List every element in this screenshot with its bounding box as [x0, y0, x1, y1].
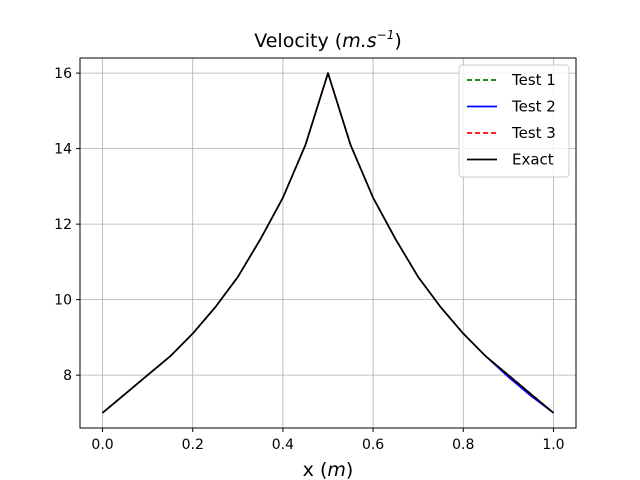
y-tick-label: 12	[54, 217, 72, 233]
x-tick-label: 0.4	[272, 437, 294, 453]
series-lines	[101, 72, 555, 414]
legend-label: Test 1	[511, 71, 556, 89]
y-tick-label: 8	[63, 368, 72, 384]
x-tick-label: 0.0	[91, 437, 113, 453]
x-tick-label: 1.0	[542, 437, 564, 453]
chart-title: Velocity (m.s−1)	[254, 28, 402, 52]
series-line-exact	[101, 72, 555, 414]
x-axis-ticks: 0.0 0.2 0.4 0.6 0.8 1.0	[91, 428, 565, 453]
x-tick-label: 0.6	[362, 437, 384, 453]
legend-box	[458, 64, 570, 178]
y-tick-label: 10	[54, 293, 72, 309]
x-tick-label: 0.8	[452, 437, 474, 453]
x-axis-label: x (m)	[303, 459, 354, 480]
legend-label: Test 3	[511, 124, 556, 142]
plot-frame	[79, 57, 577, 429]
y-tick-label: 14	[54, 142, 72, 158]
x-tick-label: 0.2	[182, 437, 204, 453]
legend: Test 1 Test 2 Test 3 Exact	[458, 64, 570, 178]
legend-label: Exact	[512, 151, 554, 169]
legend-label: Test 2	[511, 98, 556, 116]
y-axis-ticks: 8 10 12 14 16	[54, 66, 80, 384]
y-tick-label: 16	[54, 66, 72, 82]
